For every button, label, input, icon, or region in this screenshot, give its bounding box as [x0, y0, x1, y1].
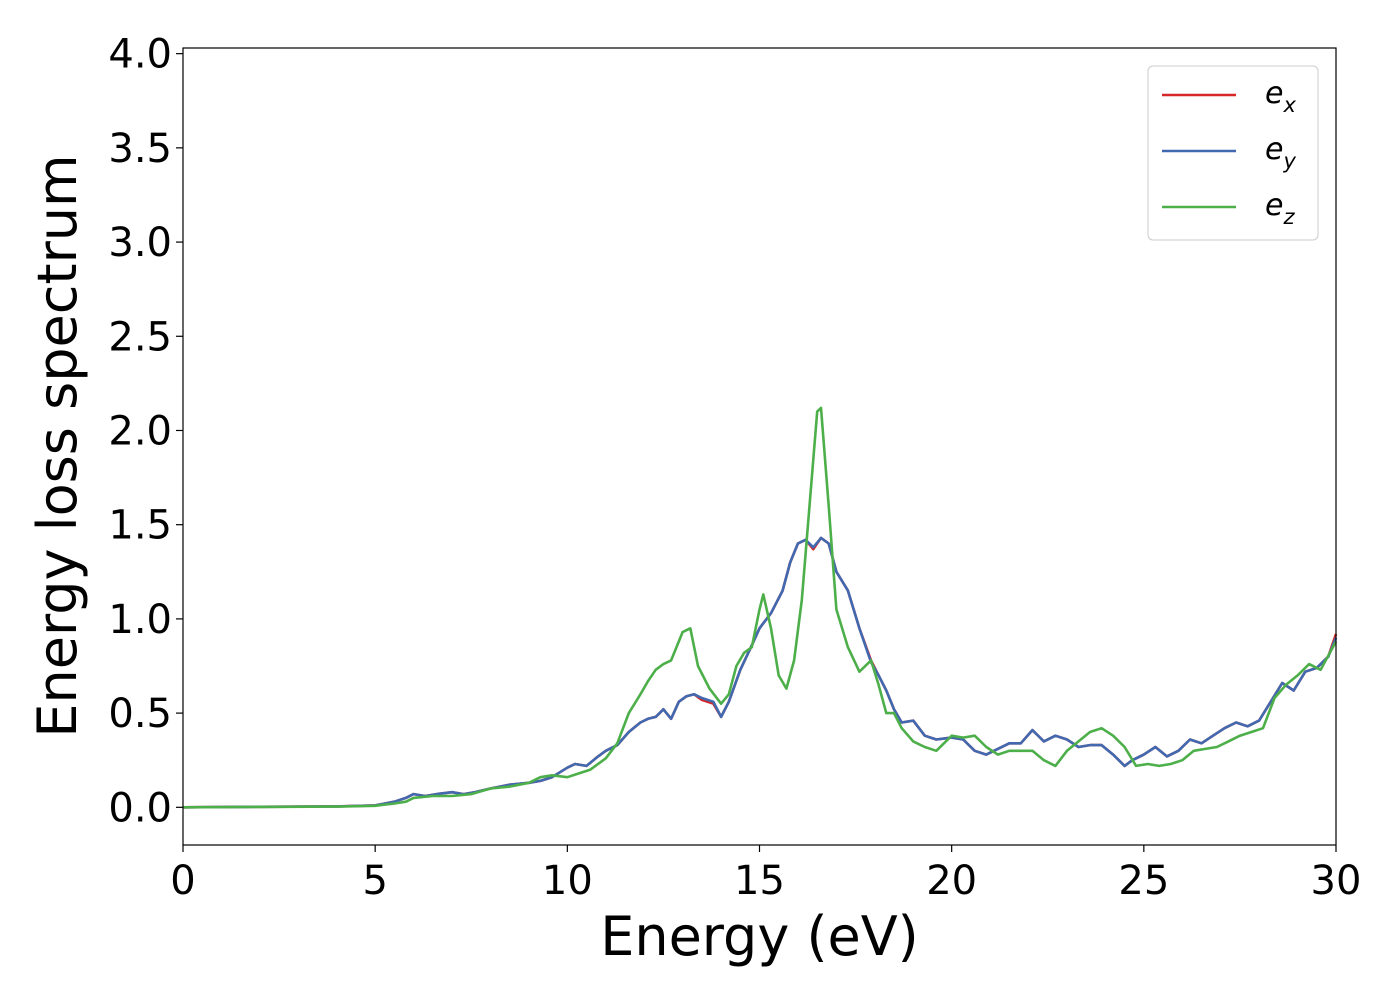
x-tick-label: 25 — [1118, 858, 1169, 904]
x-tick-label: 15 — [734, 858, 785, 904]
series-line-y — [182, 536, 1338, 809]
y-axis-title: Energy loss spectrum — [26, 154, 89, 737]
y-tick-label: 0.5 — [108, 691, 172, 737]
legend-label-y: ey — [1265, 132, 1296, 173]
y-tick-label: 1.5 — [108, 503, 172, 549]
legend-label-z: ez — [1265, 188, 1295, 229]
legend-label-x: ex — [1265, 76, 1296, 117]
x-tick-label: 10 — [542, 858, 593, 904]
y-tick-label: 3.0 — [108, 220, 172, 266]
series-layer — [182, 406, 1338, 809]
y-tick-label: 2.5 — [108, 314, 172, 360]
x-tick-label: 30 — [1311, 858, 1362, 904]
x-axis-title: Energy (eV) — [600, 905, 919, 968]
legend-box — [1147, 65, 1319, 241]
y-tick-label: 1.0 — [108, 597, 172, 643]
legend: ex ey ez — [1147, 65, 1319, 241]
x-tick-label: 20 — [926, 858, 977, 904]
y-tick-label: 4.0 — [108, 32, 172, 78]
y-tick-label: 2.0 — [108, 408, 172, 454]
x-axis: 0 5 10 15 20 25 30 — [170, 845, 1361, 904]
y-tick-label: 3.5 — [108, 126, 172, 172]
y-axis: 0.0 0.5 1.0 1.5 2.0 2.5 3.0 3.5 4.0 — [108, 32, 183, 831]
x-tick-label: 0 — [170, 858, 195, 904]
y-tick-label: 0.0 — [108, 785, 172, 831]
legend-items: ex ey ez — [1162, 76, 1296, 229]
series-line-z — [182, 406, 1338, 809]
x-tick-label: 5 — [362, 858, 387, 904]
